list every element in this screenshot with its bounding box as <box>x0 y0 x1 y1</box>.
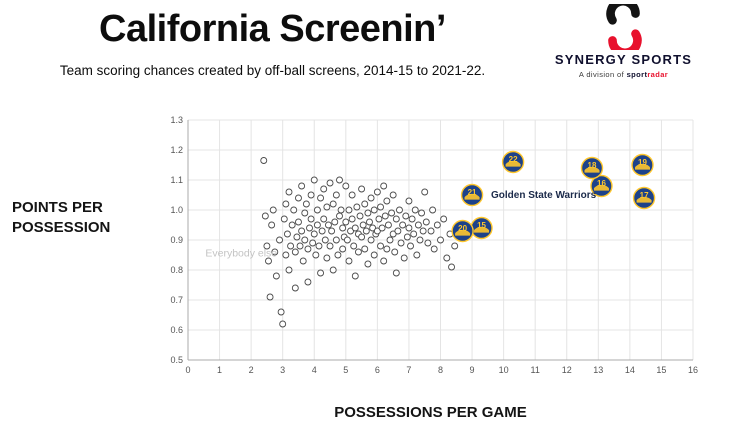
x-axis-label: POSSESSIONS PER GAME <box>334 404 527 421</box>
logo-brand-secondary: SPORTS <box>631 52 693 67</box>
svg-text:2: 2 <box>249 365 254 375</box>
svg-text:8: 8 <box>438 365 443 375</box>
svg-text:1.2: 1.2 <box>170 145 183 155</box>
svg-text:1.1: 1.1 <box>170 175 183 185</box>
svg-text:9: 9 <box>470 365 475 375</box>
svg-text:16: 16 <box>688 365 698 375</box>
svg-text:6: 6 <box>375 365 380 375</box>
svg-text:18: 18 <box>588 161 597 170</box>
svg-text:0.7: 0.7 <box>170 295 183 305</box>
warriors-badge-20: 20 <box>451 219 474 243</box>
warriors-badge-19: 19 <box>631 153 654 177</box>
scatter-plot: 0 1 2 3 4 5 6 7 8 9 10 11 12 13 14 15 160.50.60.70.80.91… <box>170 115 698 375</box>
logo-wordmark: SYNERGY SPORTS <box>531 52 716 67</box>
svg-text:0.8: 0.8 <box>170 265 183 275</box>
tagline-radar: radar <box>647 70 669 79</box>
svg-text:4: 4 <box>312 365 317 375</box>
svg-text:20: 20 <box>458 224 467 233</box>
svg-text:19: 19 <box>638 158 647 167</box>
svg-text:1.0: 1.0 <box>170 205 183 215</box>
svg-text:1.3: 1.3 <box>170 115 183 125</box>
synergy-sports-logo: SYNERGY SPORTS A division of sportradar <box>531 4 716 79</box>
svg-text:0.5: 0.5 <box>170 355 183 365</box>
svg-text:3: 3 <box>280 365 285 375</box>
tagline-prefix: A division of <box>578 70 627 79</box>
warriors-badge-17: 17 <box>632 186 656 210</box>
svg-text:11: 11 <box>531 365 540 375</box>
svg-text:22: 22 <box>509 155 518 164</box>
svg-text:1: 1 <box>217 365 222 375</box>
synergy-logo-icon <box>605 4 642 50</box>
page-title: California Screenin’ <box>99 8 446 50</box>
svg-text:Golden State Warriors: Golden State Warriors <box>491 190 597 201</box>
tagline-sport: sport <box>626 70 648 79</box>
svg-text:16: 16 <box>597 179 606 188</box>
svg-text:15: 15 <box>656 365 666 375</box>
svg-text:14: 14 <box>625 365 635 375</box>
warriors-badge-16: 16 <box>590 174 613 198</box>
svg-text:10: 10 <box>499 365 509 375</box>
warriors-badge-22: 22 <box>501 150 525 174</box>
svg-text:12: 12 <box>562 365 572 375</box>
warriors-badge-15: 15 <box>470 216 493 240</box>
svg-text:15: 15 <box>477 221 486 230</box>
warriors-badge-18: 18 <box>580 156 604 180</box>
svg-text:7: 7 <box>406 365 411 375</box>
page-subtitle: Team scoring chances created by off-ball… <box>59 63 486 78</box>
warriors-badge-21: 21 <box>460 183 484 207</box>
svg-text:13: 13 <box>593 365 603 375</box>
svg-text:0.9: 0.9 <box>170 235 183 245</box>
y-axis-label: POINTS PER POSSESSION <box>12 199 111 236</box>
svg-text:0: 0 <box>185 365 190 375</box>
logo-tagline: A division of sportradar <box>531 70 716 79</box>
svg-text:Everybody else: Everybody else <box>205 248 277 260</box>
svg-text:0.6: 0.6 <box>170 325 183 335</box>
svg-text:17: 17 <box>640 191 649 200</box>
svg-text:21: 21 <box>468 188 477 197</box>
logo-brand-primary: SYNERGY <box>554 52 627 67</box>
svg-text:5: 5 <box>343 365 348 375</box>
